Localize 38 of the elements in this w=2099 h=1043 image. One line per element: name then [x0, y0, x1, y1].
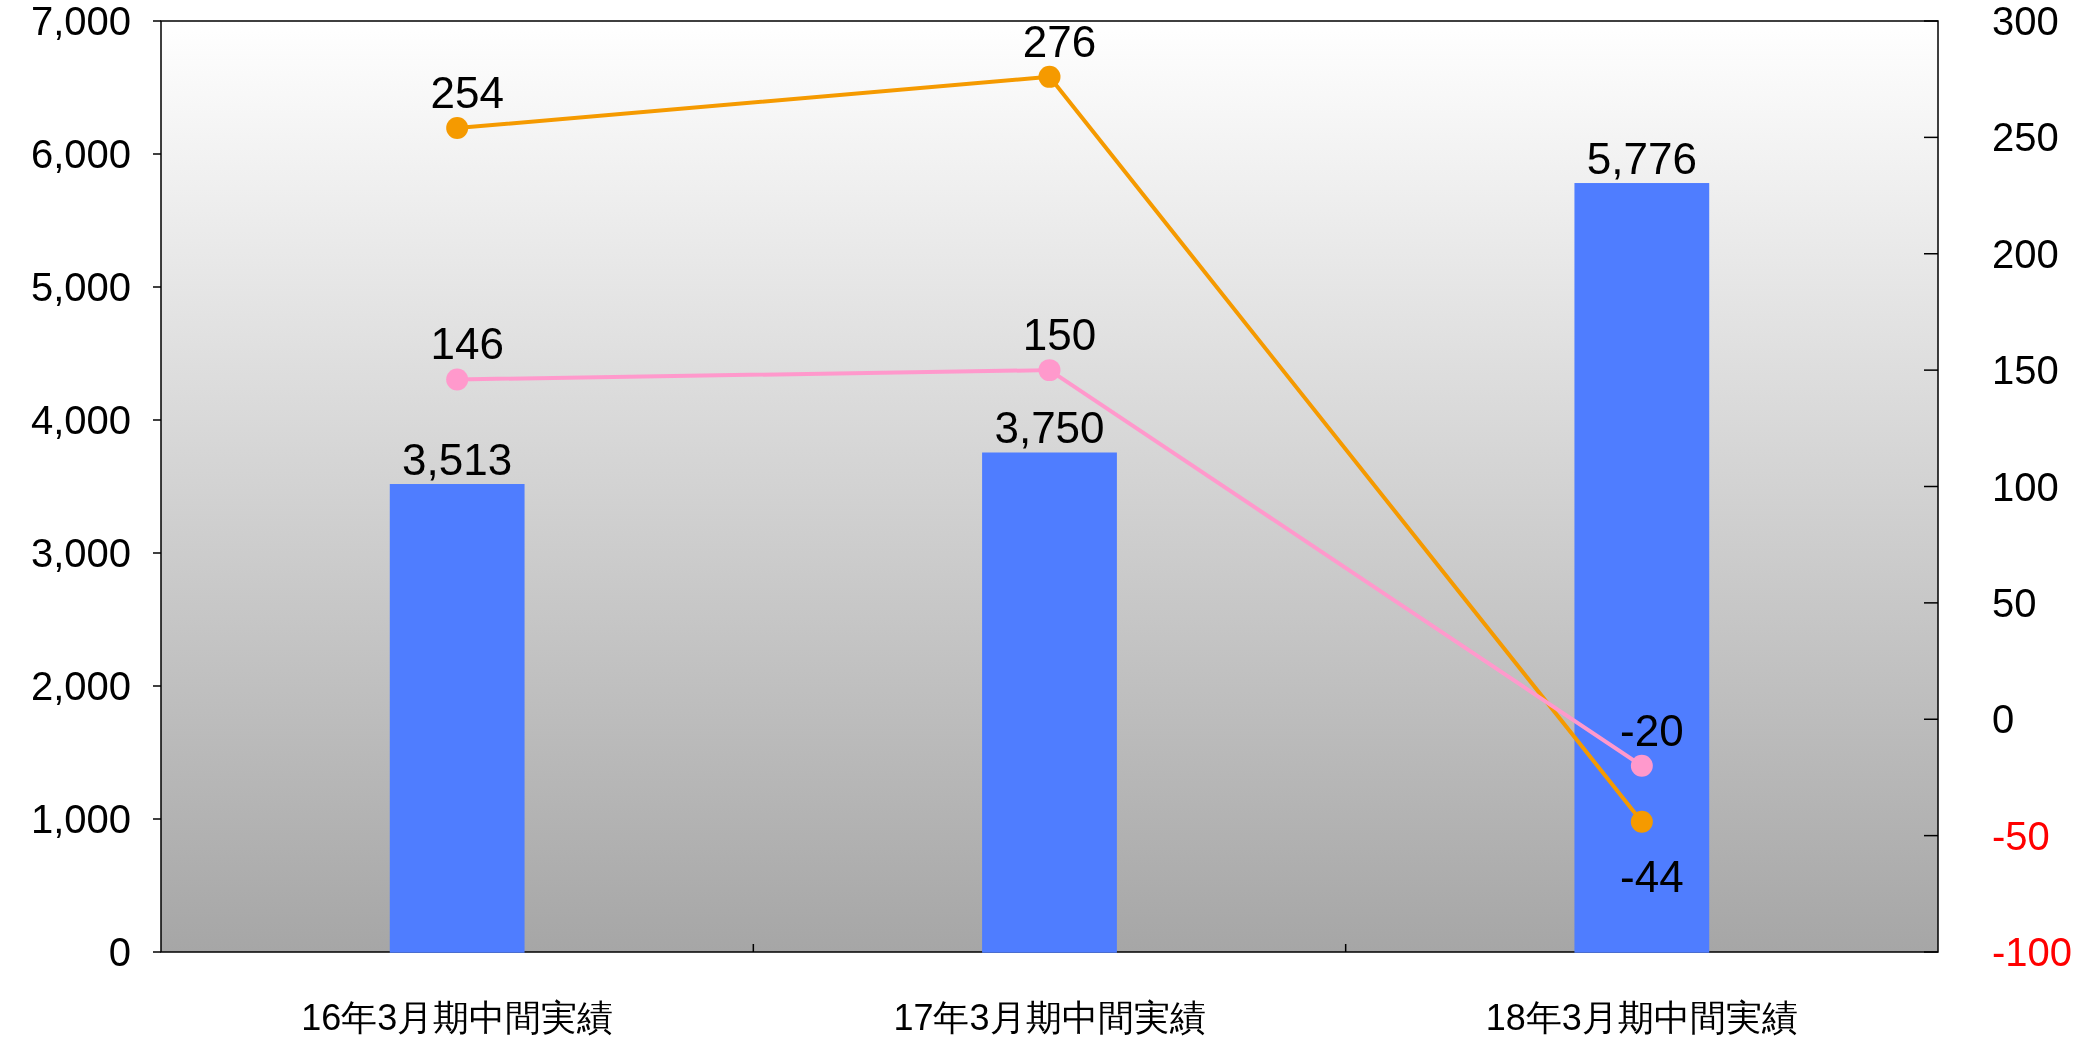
bar [1574, 183, 1710, 953]
point [446, 117, 469, 140]
text: -44 [1620, 851, 1684, 901]
y-tick-label: 2,000 [30, 664, 131, 708]
y2-tick-label: -50 [1992, 813, 2050, 858]
y-tick-label: 7,000 [30, 0, 131, 43]
text: 3,750 [994, 403, 1105, 453]
y2-tick-label: 250 [1992, 115, 2059, 160]
point [1630, 810, 1653, 833]
x-tick-label: 16年3月期中間実績 [301, 997, 614, 1038]
point [446, 368, 469, 391]
bar [982, 452, 1117, 953]
text: 5,776 [1586, 133, 1697, 183]
text: 276 [1022, 16, 1097, 66]
y2-tick-label: 0 [1992, 697, 2015, 742]
y-tick-label: 5,000 [30, 265, 131, 309]
y-tick-label: 0 [108, 930, 131, 974]
text: 146 [430, 319, 504, 369]
text: 254 [430, 68, 504, 118]
x-tick-label: 17年3月期中間実績 [893, 997, 1206, 1038]
y2-tick-label: 100 [1992, 464, 2059, 509]
point [1038, 65, 1061, 88]
y2-tick-label: 300 [1992, 0, 2059, 43]
x-tick-label: 18年3月期中間実績 [1485, 997, 1798, 1038]
y2-tick-label: 150 [1992, 348, 2059, 393]
text: -20 [1620, 705, 1684, 755]
point [1038, 359, 1061, 382]
y2-tick-label: 200 [1992, 231, 2059, 276]
y-tick-label: 4,000 [30, 398, 131, 442]
bar [389, 484, 525, 953]
y2-tick-label: 50 [1992, 580, 2037, 625]
y-tick-label: 1,000 [30, 797, 131, 841]
point [1630, 754, 1653, 777]
y-tick-label: 6,000 [30, 132, 131, 176]
y-tick-label: 3,000 [30, 531, 131, 575]
text: 150 [1022, 310, 1097, 360]
y2-tick-label: -100 [1992, 930, 2073, 974]
text: 3,513 [402, 434, 513, 484]
